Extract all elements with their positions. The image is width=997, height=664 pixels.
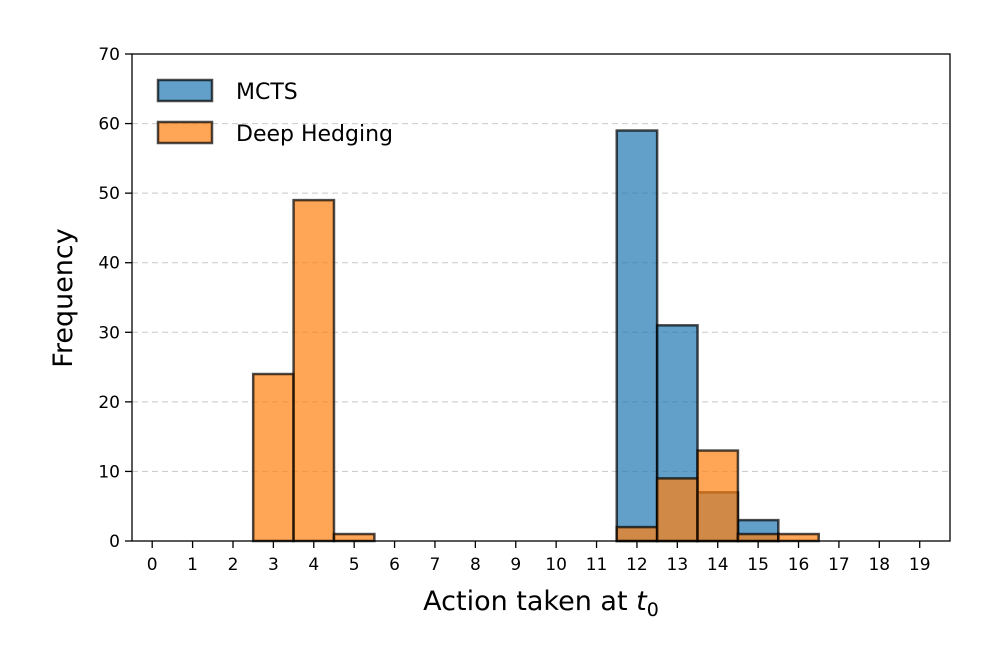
x-tick-label-2: 2: [228, 555, 239, 575]
y-tick-label-60: 60: [98, 115, 120, 135]
x-tick-label-17: 17: [828, 555, 850, 575]
y-tick-label-20: 20: [98, 393, 120, 413]
y-axis-ticks: 0 10 20 30 40 50 60 70: [98, 45, 132, 552]
deep-hedging-bars: [251, 198, 820, 543]
x-tick-label-12: 12: [626, 555, 648, 575]
x-tick-label-6: 6: [389, 555, 400, 575]
x-tick-label-11: 11: [586, 555, 608, 575]
bar-mcts-12: [615, 129, 659, 543]
x-tick-label-8: 8: [470, 555, 481, 575]
y-tick-label-40: 40: [98, 254, 120, 274]
x-tick-label-9: 9: [510, 555, 521, 575]
x-tick-label-19: 19: [909, 555, 931, 575]
x-axis-title: Action taken at t0: [423, 586, 659, 621]
x-tick-label-15: 15: [747, 555, 769, 575]
y-axis-title: Frequency: [48, 228, 79, 368]
legend-label-mcts: MCTS: [236, 80, 298, 105]
legend-swatch-mcts: [156, 78, 214, 103]
legend-label-deep-hedging: Deep Hedging: [236, 122, 393, 147]
y-tick-label-10: 10: [98, 462, 120, 482]
y-tick-label-30: 30: [98, 323, 120, 343]
x-tick-label-0: 0: [147, 555, 158, 575]
x-tick-label-14: 14: [707, 555, 729, 575]
bar-deep-hedging-13: [655, 477, 699, 543]
bar-deep-hedging-4: [292, 198, 336, 543]
y-tick-label-70: 70: [98, 45, 120, 65]
bar-deep-hedging-3: [251, 372, 295, 543]
y-tick-label-50: 50: [98, 184, 120, 204]
legend: MCTS Deep Hedging: [156, 78, 393, 147]
x-tick-label-7: 7: [430, 555, 441, 575]
x-tick-label-10: 10: [545, 555, 567, 575]
grid-lines: [132, 123, 950, 472]
x-tick-label-18: 18: [868, 555, 890, 575]
legend-swatch-deep-hedging: [156, 120, 214, 145]
x-tick-label-13: 13: [667, 555, 689, 575]
bar-deep-hedging-14: [696, 449, 740, 543]
x-axis-ticks: 0 1 2 3 4 5 6 7 8 9 10 11 12 13 14 15 16 17 18 19: [147, 541, 931, 575]
x-tick-label-1: 1: [187, 555, 198, 575]
x-tick-label-4: 4: [308, 555, 319, 575]
x-tick-label-3: 3: [268, 555, 279, 575]
bar-deep-hedging-15: [736, 532, 780, 543]
y-tick-label-0: 0: [109, 532, 120, 552]
bar-deep-hedging-12: [615, 525, 659, 543]
bar-deep-hedging-5: [332, 532, 376, 543]
x-tick-label-16: 16: [788, 555, 810, 575]
bar-deep-hedging-16: [777, 532, 820, 543]
plot-frame: [131, 53, 951, 542]
x-tick-label-5: 5: [349, 555, 360, 575]
